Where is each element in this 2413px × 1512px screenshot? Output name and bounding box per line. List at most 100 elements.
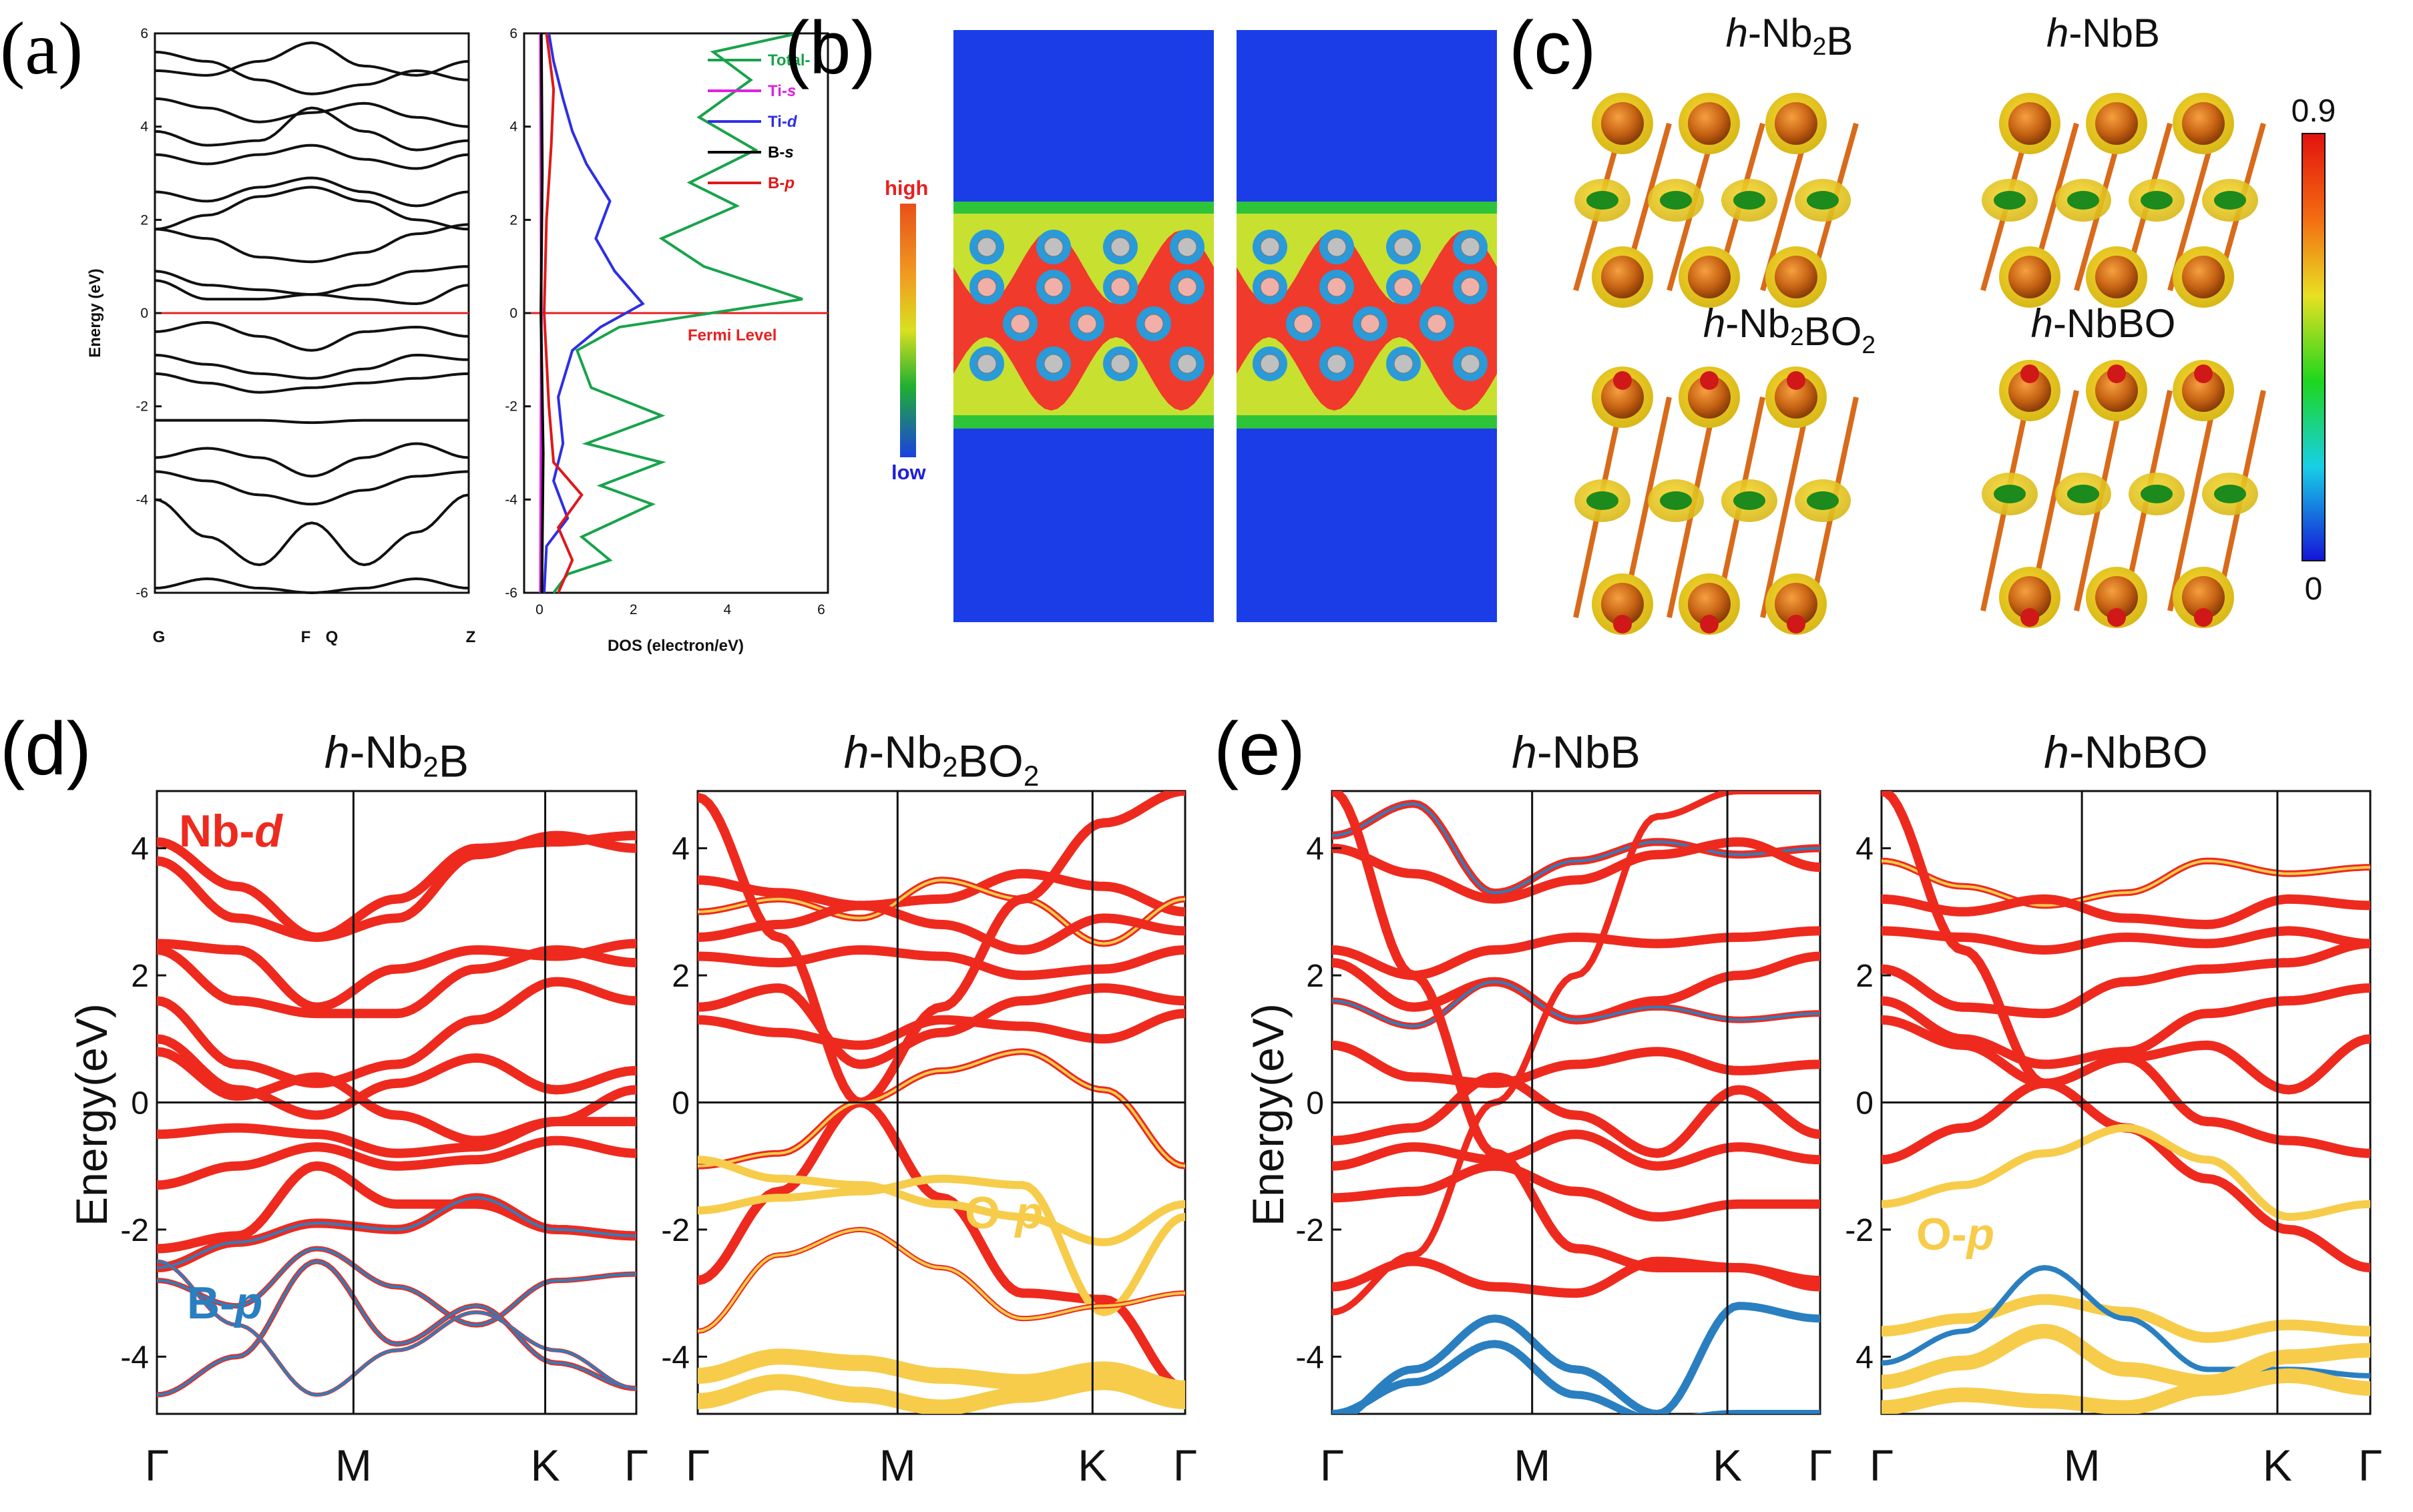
band-y-tick: 0 <box>140 306 148 321</box>
band-plot-nb2bo2: 4 2 0 -2 -4 Γ M K Γh-Nb2BO2 O-p <box>661 727 1197 1490</box>
o-atom <box>1787 371 1805 390</box>
dos-curve <box>542 33 584 593</box>
b-atom <box>1733 191 1765 210</box>
nb-atom <box>1775 102 1817 145</box>
k-point-label: K <box>2263 1441 2292 1490</box>
nb-atom <box>2095 576 2138 619</box>
band-y-label: Energy (eV) <box>86 268 104 357</box>
band-curve <box>157 939 636 1012</box>
band-curve-projection <box>1332 980 1820 1028</box>
o-p-projection-label: O-p <box>965 1188 1043 1238</box>
band-line <box>154 97 469 128</box>
nb-atom <box>2095 102 2138 145</box>
o-atom <box>2107 364 2126 383</box>
atom <box>1327 354 1347 374</box>
dos-curve <box>539 33 545 593</box>
b-atom <box>1994 191 2026 210</box>
panel-e-ylabel: Energy(eV) <box>1243 1003 1293 1226</box>
band-line <box>154 442 469 478</box>
band-plot-nb2b: 4 2 0 -2 -4 Γ M K Γh-Nb2B Nb-d B-p <box>120 727 648 1490</box>
energy-tick: -2 <box>1295 1213 1324 1248</box>
dos-y-tick: -2 <box>505 399 517 415</box>
band-line <box>154 50 469 95</box>
dos-y-tick: 2 <box>509 212 517 228</box>
nb-atom <box>2182 576 2225 619</box>
band-curve-projection <box>698 1050 1185 1168</box>
band-curve <box>1342 1302 1820 1414</box>
band-curve <box>1332 791 1820 1316</box>
band-curves <box>1882 791 2370 1414</box>
nb-atom <box>1601 376 1644 419</box>
energy-tick: 0 <box>672 1086 690 1121</box>
energy-tick: 4 <box>1306 832 1324 867</box>
dos-curve <box>543 33 645 593</box>
elf-title: h-NbBO <box>2031 301 2176 346</box>
k-point-label: Γ <box>2358 1441 2382 1490</box>
elf-structure <box>1573 93 1859 308</box>
band-curve <box>698 983 1185 1069</box>
band-curve <box>1882 926 2370 955</box>
panel-d-letter: (d) <box>0 707 91 790</box>
b-atom <box>2067 191 2099 210</box>
nb-atom <box>1775 256 1817 298</box>
band-line <box>154 372 469 394</box>
b-atom <box>2141 485 2173 503</box>
atom <box>1010 314 1030 334</box>
bond <box>2167 390 2219 611</box>
band-curve <box>157 1085 636 1158</box>
energy-tick: 0 <box>1306 1086 1324 1121</box>
band-line <box>154 493 469 567</box>
b-atom <box>1807 491 1839 510</box>
b-atom <box>1660 191 1692 210</box>
dos-x-tick: 4 <box>723 602 731 617</box>
dos-x-tick: 0 <box>535 602 543 617</box>
atom <box>977 354 997 374</box>
dos-x-label: DOS (electron/eV) <box>608 637 744 655</box>
b-atom <box>2141 191 2173 210</box>
atom <box>1460 237 1480 257</box>
band-line <box>154 186 469 231</box>
k-point-label: Γ <box>1808 1441 1832 1490</box>
band-curve-projection <box>157 1196 636 1269</box>
nb-d-projection-label: Nb-d <box>179 806 283 856</box>
band-curve <box>1332 1040 1820 1088</box>
panel-b: (b) high low <box>785 6 1497 622</box>
legend-label: Ti-d <box>768 113 798 131</box>
nb-atom <box>2095 369 2138 412</box>
panel-e-letter: (e) <box>1214 707 1305 790</box>
charge-density-maps <box>953 30 1497 622</box>
colorbar-min-label: 0 <box>2305 571 2323 607</box>
o-p-projection-label: O-p <box>1916 1209 1994 1260</box>
band-lines <box>154 41 469 595</box>
o-atom <box>1787 615 1805 634</box>
band-y-tick: 4 <box>140 119 148 135</box>
band-curve <box>1882 1123 2370 1221</box>
dos-y-tick: -4 <box>505 492 517 507</box>
elf-structure <box>1980 360 2266 628</box>
band-curve <box>157 830 636 943</box>
atom <box>1177 277 1197 297</box>
legend-label: B-s <box>768 144 794 162</box>
energy-tick: -2 <box>661 1213 690 1248</box>
o-atom <box>2020 608 2039 627</box>
band-curve <box>1882 1368 2370 1414</box>
nb-atom <box>2095 256 2138 298</box>
band-line <box>154 320 469 352</box>
k-point-label: Γ <box>624 1441 648 1490</box>
b-p-projection-label: B-p <box>187 1278 262 1328</box>
atom <box>1427 314 1447 334</box>
atom <box>1393 237 1413 257</box>
band-curve <box>1882 894 2370 929</box>
band-curve <box>1332 1072 1820 1158</box>
nb-atom <box>2008 256 2051 298</box>
band-k-label: Z <box>466 628 476 646</box>
o-atom <box>1613 371 1632 390</box>
o-atom <box>2194 608 2213 627</box>
nb-atom <box>2008 102 2051 145</box>
band-k-label: F <box>301 628 311 646</box>
nb-atom <box>1688 583 1731 625</box>
band-y-tick: -2 <box>136 399 148 415</box>
band-y-tick: 6 <box>140 26 148 41</box>
